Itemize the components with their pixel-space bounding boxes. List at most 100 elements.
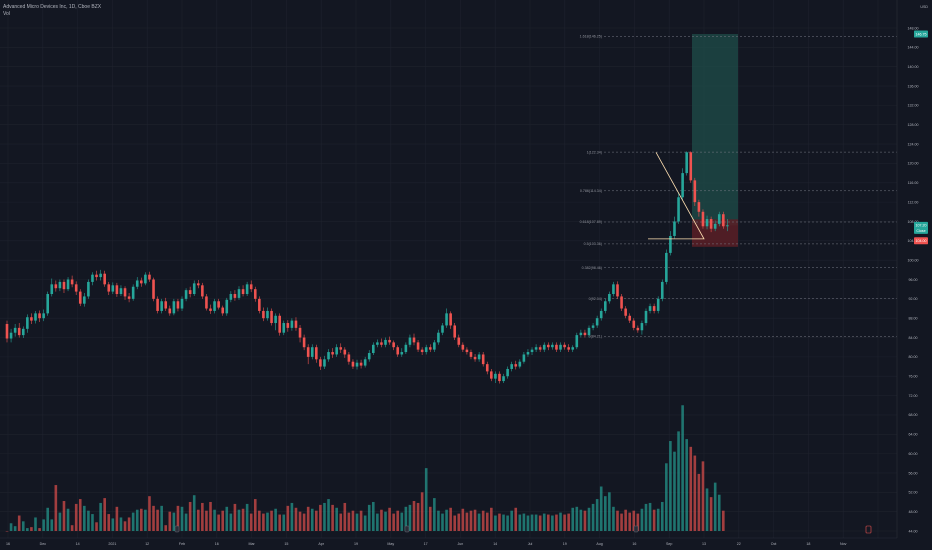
price-tick-label: 44.00 [909, 529, 918, 533]
volume-bar [575, 506, 579, 531]
volume-bar [302, 513, 306, 531]
price-tick-label: 88.00 [909, 316, 918, 320]
candle-body [510, 364, 513, 369]
volume-bar [583, 510, 587, 531]
volume-bar [274, 508, 277, 531]
upcoming-earnings-marker [865, 525, 872, 534]
volume-bar [278, 514, 281, 531]
volume-bar [119, 517, 123, 531]
price-tick-label: 120.00 [908, 162, 919, 166]
candle-body [119, 288, 123, 295]
volume-bar [225, 506, 229, 531]
target-price-tag-value: 146.75 [916, 32, 927, 36]
event-markers [174, 525, 872, 534]
volume-bar [599, 486, 603, 531]
volume-bar [697, 473, 701, 531]
candle-body [433, 342, 436, 350]
volume-bar [180, 506, 184, 531]
volume-bar [380, 509, 383, 531]
earnings-marker [404, 525, 410, 533]
candle-body [91, 274, 94, 282]
candle-body [347, 354, 351, 362]
volume-bar [538, 515, 542, 531]
candle-body [693, 180, 697, 203]
volume-bar [156, 509, 159, 531]
price-tick-label: 108.00 [908, 220, 919, 224]
volume-bar [396, 510, 400, 531]
volume-bar [241, 508, 245, 531]
candle-body [392, 342, 395, 348]
candle-body [201, 285, 204, 297]
fibonacci-retracement[interactable]: 1.618(146.25) 1(122.34) 0.786(114.34) 0.618… [580, 35, 897, 339]
long-position-zones [692, 34, 738, 247]
volume-bar [705, 488, 709, 531]
volume-bar [469, 510, 473, 531]
candle-body [469, 352, 473, 357]
candle-body [270, 310, 273, 324]
candle-body [506, 368, 509, 377]
candle-body [253, 289, 257, 299]
candle-body [428, 347, 432, 350]
candle-body [258, 298, 261, 311]
candle-body [66, 279, 70, 290]
volume-bar [612, 506, 615, 531]
time-tick-label: Jul [528, 542, 533, 546]
candle-body [83, 296, 86, 304]
candle-body [396, 347, 400, 355]
volume-bar [78, 499, 82, 531]
chart-header: Advanced Micro Devices Inc, 1D, Cboe BZX… [3, 4, 101, 18]
candle-body [131, 286, 135, 299]
candle-body [726, 225, 729, 227]
volume-bar [681, 405, 684, 531]
candle-body [595, 318, 599, 326]
volume-bar [192, 495, 196, 531]
volume-bar [437, 510, 440, 531]
volume-bar [616, 510, 619, 531]
time-tick-label: 16 [632, 542, 636, 546]
profit-zone[interactable] [692, 34, 738, 226]
candlestick-series [5, 151, 729, 384]
earnings-marker [633, 525, 639, 533]
candle-body [286, 323, 290, 328]
price-axis[interactable]: USD148.00144.00140.00136.00132.00128.001… [896, 0, 928, 538]
price-tick-label: 132.00 [908, 104, 919, 108]
candle-body [656, 298, 660, 311]
triangle-pattern[interactable] [648, 152, 705, 240]
candle-body [241, 289, 245, 295]
candle-body [697, 202, 701, 212]
price-tick-label: 48.00 [909, 510, 918, 514]
price-tick-label: 112.00 [908, 200, 919, 204]
triangle-lines [648, 152, 705, 240]
volume-bar [400, 512, 404, 531]
volume-bar [42, 519, 45, 531]
volume-bar [530, 514, 534, 531]
candle-body [343, 349, 347, 355]
volume-bar [315, 510, 318, 531]
volume-bar [258, 510, 261, 531]
volume-bar [620, 513, 623, 531]
candle-body [620, 296, 623, 309]
price-tick-label: 116.00 [908, 181, 919, 185]
last-price-tag-bg [914, 221, 928, 234]
candle-body [172, 301, 176, 314]
volume-bar [103, 498, 106, 531]
symbol-title: Advanced Micro Devices Inc, 1D, Cboe BZX [3, 4, 102, 10]
volume-bar [355, 513, 359, 531]
candle-body [677, 197, 680, 222]
volume-bar [648, 502, 652, 531]
candle-body [221, 307, 225, 314]
volume-bar [266, 512, 269, 531]
volume-bar [270, 510, 273, 531]
volume-bar [652, 509, 656, 531]
price-tick-label: 96.00 [909, 278, 918, 282]
volume-bar [490, 507, 493, 531]
volume-bar [298, 511, 302, 531]
fib-level-label: 1.618(146.25) [580, 35, 602, 39]
time-tick-label: 14 [76, 542, 80, 546]
candle-body [103, 273, 106, 285]
candle-body [331, 352, 334, 355]
volume-bar [310, 508, 314, 531]
volume-bar [83, 505, 86, 531]
time-axis[interactable]: 16 Dec 14 2021 12 Feb 16 Mar 15 Apr 19 May 17 Jun 14 Ju… [0, 537, 897, 546]
